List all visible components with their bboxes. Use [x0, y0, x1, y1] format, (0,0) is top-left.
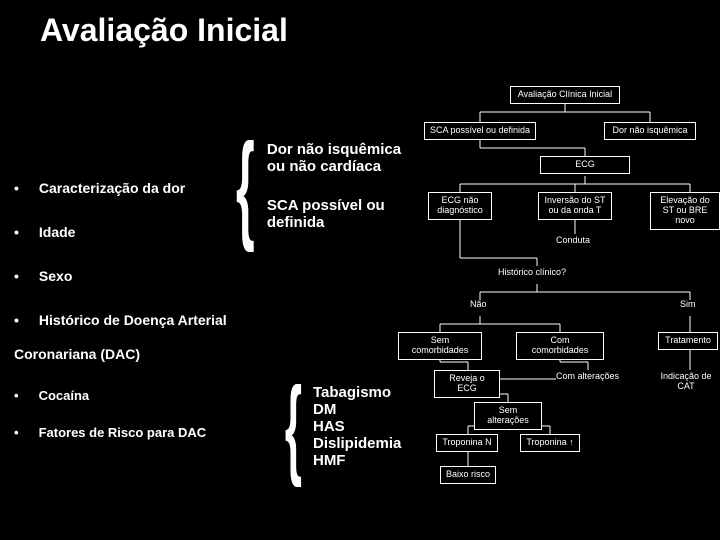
node-com-com: Com comorbidades	[516, 332, 604, 360]
bullet-label: Caracterização da dor	[39, 180, 185, 196]
node-ecg-nao: ECG não diagnóstico	[428, 192, 492, 220]
bullet-label: Cocaína	[39, 388, 90, 403]
node-reveja: Reveja o ECG	[434, 370, 500, 398]
node-tratamento: Tratamento	[658, 332, 718, 350]
node-inv-st: Inversão do ST ou da onda T	[538, 192, 612, 220]
coronariana-label: Coronariana (DAC)	[14, 346, 140, 362]
node-baixo: Baixo risco	[440, 466, 496, 484]
sub-bullet-list: • Cocaína • Fatores de Risco para DAC	[14, 388, 206, 462]
node-elev-st: Elevação do ST ou BRE novo	[650, 192, 720, 230]
node-hist: Histórico clínico?	[498, 268, 566, 278]
bullet-list: • Caracterização da dor • Idade • Sexo •…	[14, 180, 227, 356]
risk-item: DM	[313, 401, 401, 418]
risk-item: Dislipidemia	[313, 435, 401, 452]
bullet-marker: •	[14, 268, 19, 284]
brace-line: definida	[267, 214, 401, 231]
risk-item: HAS	[313, 418, 401, 435]
brace-icon: {	[285, 380, 302, 474]
bullet-marker: •	[14, 180, 19, 196]
brace-group-dor: { Dor não isquêmica ou não cardíaca SCA …	[222, 138, 401, 234]
node-sem-com: Sem comorbidades	[398, 332, 482, 360]
bullet-marker: •	[14, 388, 19, 403]
node-ind-cat: Indicação de CAT	[652, 372, 720, 392]
node-sca: SCA possível ou definida	[424, 122, 536, 140]
bullet-label: Sexo	[39, 268, 72, 284]
bullet-marker: •	[14, 425, 19, 440]
bullet-label: Fatores de Risco para DAC	[39, 425, 207, 440]
bullet-marker: •	[14, 224, 19, 240]
risk-item: HMF	[313, 452, 401, 469]
risk-item: Tabagismo	[313, 384, 401, 401]
node-trop-up: Troponina ↑	[520, 434, 580, 452]
brace-line: SCA possível ou	[267, 197, 401, 214]
node-root: Avaliação Clínica Inicial	[510, 86, 620, 104]
page-title: Avaliação Inicial	[40, 12, 288, 49]
bullet-marker: •	[14, 312, 19, 328]
node-trop-n: Troponina N	[436, 434, 498, 452]
brace-group-risk: { Tabagismo DM HAS Dislipidemia HMF	[272, 380, 401, 474]
node-com-alt: Com alterações	[556, 372, 619, 382]
node-sem-alt: Sem alterações	[474, 402, 542, 430]
node-dor-nao: Dor não isquêmica	[604, 122, 696, 140]
node-nao: Não	[470, 300, 487, 310]
node-sim: Sim	[680, 300, 696, 310]
brace-line: Dor não isquêmica	[267, 141, 401, 158]
brace-line: ou não cardíaca	[267, 158, 401, 175]
node-conduta: Conduta	[556, 236, 590, 246]
bullet-label: Histórico de Doença Arterial	[39, 312, 227, 328]
bullet-label: Idade	[39, 224, 76, 240]
node-ecg: ECG	[540, 156, 630, 174]
brace-icon: {	[236, 138, 255, 234]
